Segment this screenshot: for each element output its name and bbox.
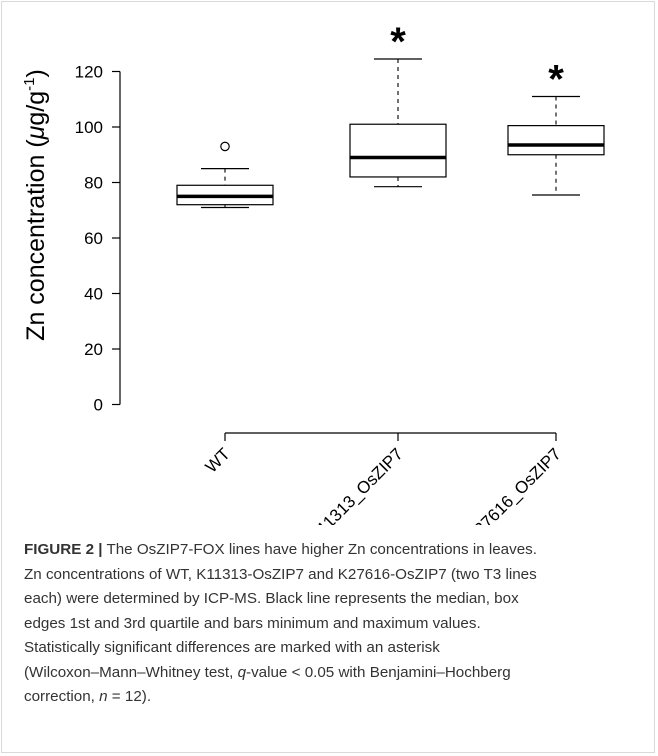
y-tick-label: 0 [94,396,103,415]
y-tick-label: 20 [84,340,103,359]
iqr-box [507,125,605,156]
figure-label: FIGURE 2 | [24,541,103,558]
caption-line-3: each) were determined by ICP-MS. Black l… [24,590,519,607]
x-tick-label: K11313_OsZIP7 [305,444,406,525]
x-tick-label: K27616_OsZIP7 [463,444,565,525]
caption-line-5: Statistically significant differences ar… [24,639,440,656]
y-tick-label: 60 [84,229,103,248]
caption-line-1: FIGURE 2 | The OsZIP7-FOX lines have hig… [24,538,636,563]
figure-caption: FIGURE 2 | The OsZIP7-FOX lines have hig… [24,538,636,710]
iqr-box [349,123,447,178]
y-tick-label: 120 [75,63,103,82]
caption-title: The OsZIP7-FOX lines have higher Zn conc… [102,541,537,558]
x-tick-label: WT [202,444,234,476]
y-tick-label: 80 [84,174,103,193]
caption-line-7: correction, n = 12). [24,688,152,705]
boxplot-chart: Zn concentration (μg/g-1) 0 20 40 60 80 100 12… [21,20,605,525]
y-axis-label: Zn concentration (μg/g-1) [21,69,50,341]
significance-asterisk: * [390,20,406,64]
y-tick-label: 100 [75,118,103,137]
outlier-point [220,141,230,152]
y-tick-label: 40 [84,285,103,304]
caption-line-4: edges 1st and 3rd quartile and bars mini… [24,614,481,632]
significance-asterisk: * [548,57,564,101]
caption-line-2: Zn concentrations of WT, K11313-OsZIP7 a… [24,565,537,583]
caption-line-6: (Wilcoxon–Mann–Whitney test, q-value < 0… [24,663,511,681]
